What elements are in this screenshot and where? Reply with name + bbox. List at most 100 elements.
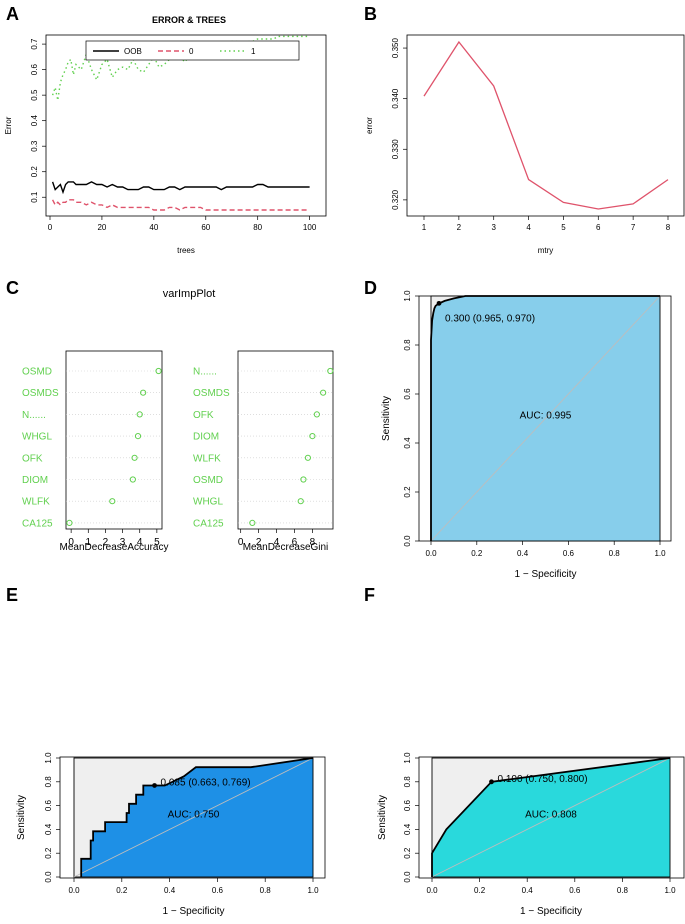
x-tick-label: 20 bbox=[97, 223, 106, 232]
auc-label: AUC: 0.750 bbox=[168, 810, 220, 821]
y-tick-label: 0.6 bbox=[44, 799, 53, 811]
panel-e: E 0.085 (0.663, 0.769) AUC: 0.750 0.0 0.2 0.4… bbox=[6, 585, 326, 917]
y-tick-label: 0.6 bbox=[403, 799, 412, 811]
variable-label: CA125 bbox=[193, 518, 224, 529]
roc-square bbox=[73, 757, 314, 878]
x-tick-label: 0.8 bbox=[617, 886, 629, 895]
roc-curve bbox=[431, 757, 671, 877]
x-tick-label: 0.0 bbox=[68, 886, 80, 895]
diagonal-reference bbox=[431, 757, 671, 878]
importance-point bbox=[131, 454, 138, 461]
y-tick-label: 0.0 bbox=[403, 871, 412, 883]
x-tick-label: 1.0 bbox=[664, 886, 676, 895]
y-tick-label: 0.8 bbox=[44, 776, 53, 788]
x-axis-label: MeanDecreaseGini bbox=[243, 542, 329, 553]
x-tick-label: 0.4 bbox=[517, 549, 529, 558]
plot-frame bbox=[59, 756, 326, 879]
y-axis-label: Sensitivity bbox=[381, 396, 392, 441]
plot-frame bbox=[65, 350, 163, 530]
panel-letter-c: C bbox=[6, 278, 19, 298]
diagonal-reference bbox=[73, 757, 314, 878]
x-tick-label: 0 bbox=[238, 537, 244, 548]
roc-square bbox=[431, 757, 671, 878]
x-tick-label: 0.8 bbox=[260, 886, 272, 895]
panel-a: A ERROR & TREES 0 20 40 60 80 100 0.1 0.2 0.3 0.4 0.… bbox=[4, 4, 327, 255]
x-tick-label: 60 bbox=[201, 223, 210, 232]
y-axis-label: Error bbox=[4, 116, 13, 134]
importance-point bbox=[134, 433, 142, 440]
varimp-subplot: OSMD OSMDS N...... WHGL OFK DIOM WLFK CA125 0 1 2 3… bbox=[22, 350, 169, 553]
variable-label: N...... bbox=[22, 410, 46, 421]
plot-frame bbox=[406, 34, 685, 217]
importance-point bbox=[136, 411, 143, 418]
y-tick-label: 0.1 bbox=[30, 191, 39, 203]
x-tick-label: 0.2 bbox=[474, 886, 486, 895]
y-tick-label: 0.4 bbox=[44, 823, 53, 835]
variable-label: OSMDS bbox=[193, 388, 230, 399]
roc-curve bbox=[80, 757, 314, 877]
x-axis-label: mtry bbox=[538, 246, 554, 255]
variable-label: OSMD bbox=[22, 367, 52, 378]
variable-label: OSMDS bbox=[22, 388, 59, 399]
auc-label: AUC: 0.808 bbox=[525, 810, 577, 821]
x-axis-label: 1 − Specificity bbox=[520, 906, 582, 917]
threshold-label: 0.100 (0.750, 0.800) bbox=[498, 774, 588, 785]
variable-label: N...... bbox=[193, 367, 217, 378]
importance-point bbox=[313, 411, 320, 418]
y-tick-label: 0.330 bbox=[391, 139, 400, 160]
variable-label: DIOM bbox=[193, 432, 219, 443]
y-tick-label: 0.6 bbox=[403, 388, 412, 400]
panel-letter-b: B bbox=[364, 4, 377, 24]
importance-point bbox=[300, 476, 307, 483]
legend: OOB 0 1 bbox=[85, 40, 300, 61]
x-tick-label: 0.2 bbox=[471, 549, 483, 558]
chart-title: ERROR & TREES bbox=[152, 15, 226, 25]
plot-frame bbox=[237, 350, 334, 530]
x-tick-label: 0.8 bbox=[609, 549, 621, 558]
x-tick-label: 0.0 bbox=[425, 549, 437, 558]
x-tick-label: 2 bbox=[457, 223, 462, 232]
legend-box bbox=[85, 40, 300, 61]
x-axis-label: MeanDecreaseAccuracy bbox=[60, 542, 169, 553]
y-tick-label: 0.2 bbox=[30, 166, 39, 178]
y-tick-label: 0.7 bbox=[30, 38, 39, 50]
panel-letter-a: A bbox=[6, 4, 19, 24]
y-tick-label: 0.350 bbox=[391, 38, 400, 59]
threshold-label: 0.300 (0.965, 0.970) bbox=[445, 313, 535, 324]
importance-point bbox=[249, 519, 256, 527]
panel-b: B 1 2 3 4 5 6 7 8 0.320 0.330 0.340 0.350 mtry error bbox=[364, 4, 685, 255]
panel-letter-d: D bbox=[364, 278, 377, 298]
variable-label: OSMD bbox=[193, 475, 223, 486]
threshold-point bbox=[152, 783, 157, 788]
error-line bbox=[423, 40, 669, 210]
x-tick-label: 0 bbox=[68, 537, 74, 548]
x-tick-label: 3 bbox=[120, 537, 126, 548]
x-tick-label: 0.0 bbox=[426, 886, 438, 895]
x-tick-label: 40 bbox=[149, 223, 158, 232]
y-tick-label: 0.0 bbox=[44, 871, 53, 883]
x-tick-label: 80 bbox=[253, 223, 262, 232]
y-tick-label: 0.4 bbox=[30, 115, 39, 127]
importance-point bbox=[327, 367, 334, 375]
x-tick-label: 7 bbox=[631, 223, 636, 232]
y-tick-label: 0.8 bbox=[403, 339, 412, 351]
x-tick-label: 6 bbox=[292, 537, 298, 548]
x-tick-label: 8 bbox=[666, 223, 671, 232]
x-tick-label: 1.0 bbox=[654, 549, 666, 558]
y-tick-label: 0.2 bbox=[403, 486, 412, 498]
x-tick-label: 4 bbox=[137, 537, 143, 548]
auc-fill bbox=[81, 758, 313, 877]
y-tick-label: 0.2 bbox=[44, 847, 53, 859]
variable-label: OFK bbox=[22, 453, 43, 464]
x-tick-label: 0.6 bbox=[563, 549, 575, 558]
varimp-subplot: N...... OSMDS OFK DIOM WLFK OSMD WHGL CA125 0 2 4 6… bbox=[193, 350, 334, 553]
series-line-OOB bbox=[51, 181, 310, 195]
variable-label: WHGL bbox=[22, 432, 52, 443]
legend-label: 0 bbox=[189, 47, 194, 56]
importance-point bbox=[109, 498, 116, 505]
panel-f: F 0.100 (0.750, 0.800) AUC: 0.808 0.0 0.2 0.4… bbox=[364, 585, 685, 917]
importance-point bbox=[140, 389, 147, 396]
x-tick-label: 0.4 bbox=[522, 886, 534, 895]
variable-label: CA125 bbox=[22, 518, 53, 529]
